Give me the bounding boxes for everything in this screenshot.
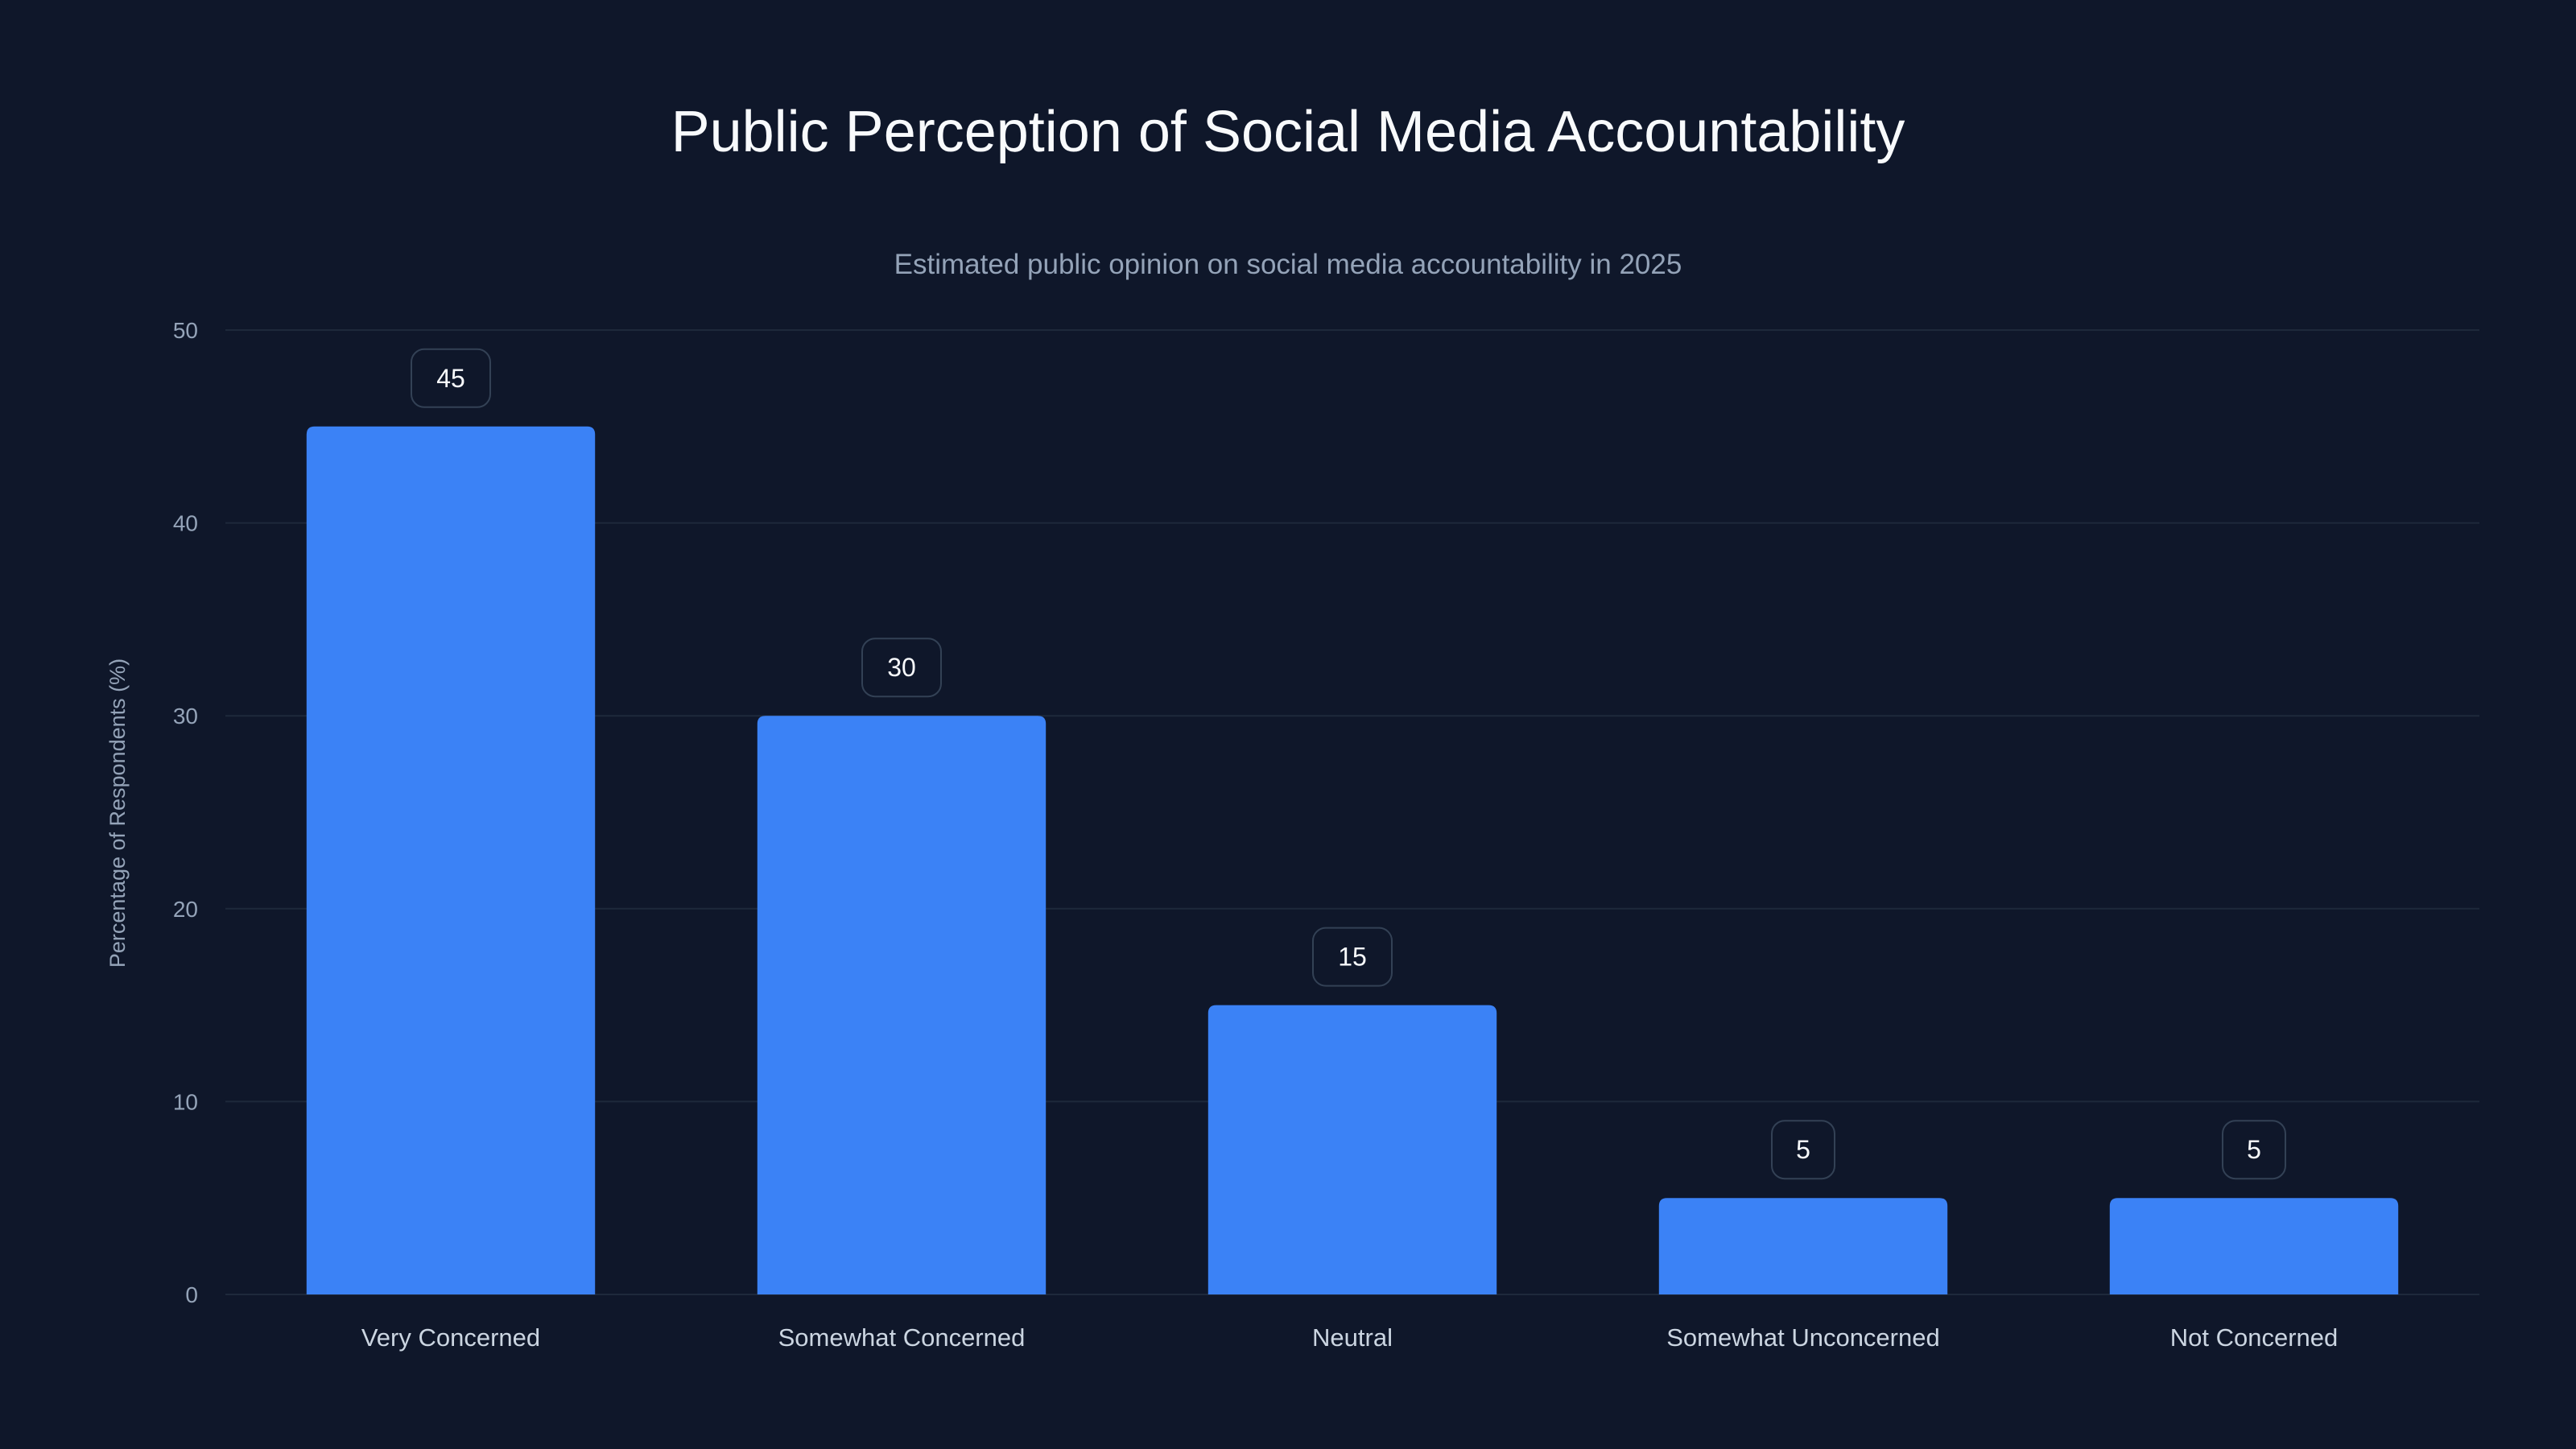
- bar: [757, 716, 1046, 1294]
- y-tick-label: 10: [173, 1089, 198, 1114]
- data-label-box: [1771, 1120, 1835, 1180]
- y-tick-label: 20: [173, 897, 198, 922]
- data-label: 45: [436, 364, 465, 393]
- data-label-box: [2222, 1120, 2286, 1180]
- bar: [1658, 1198, 1948, 1294]
- chart-title: Public Perception of Social Media Accoun…: [671, 100, 1905, 164]
- data-label: 30: [887, 653, 916, 682]
- x-tick-label: Very Concerned: [361, 1323, 540, 1352]
- x-tick-label: Somewhat Unconcerned: [1666, 1323, 1939, 1352]
- y-tick-label: 50: [173, 318, 198, 343]
- x-tick-label: Neutral: [1312, 1323, 1393, 1352]
- chart-subtitle: Estimated public opinion on social media…: [894, 249, 1682, 280]
- data-label: 15: [1338, 943, 1367, 972]
- bar: [306, 426, 596, 1294]
- data-label: 5: [1796, 1135, 1810, 1164]
- y-tick-label: 0: [185, 1282, 198, 1307]
- x-tick-label: Somewhat Concerned: [778, 1323, 1026, 1352]
- y-axis-label: Percentage of Respondents (%): [105, 658, 130, 968]
- y-tick-label: 30: [173, 704, 198, 729]
- y-tick-label: 40: [173, 511, 198, 536]
- data-label-box: [411, 348, 491, 408]
- bar: [2109, 1198, 2399, 1294]
- data-label-box: [1312, 927, 1393, 987]
- data-label-box: [861, 638, 942, 698]
- bar: [1208, 1005, 1497, 1294]
- x-tick-label: Not Concerned: [2170, 1323, 2339, 1352]
- data-label: 5: [2247, 1135, 2261, 1164]
